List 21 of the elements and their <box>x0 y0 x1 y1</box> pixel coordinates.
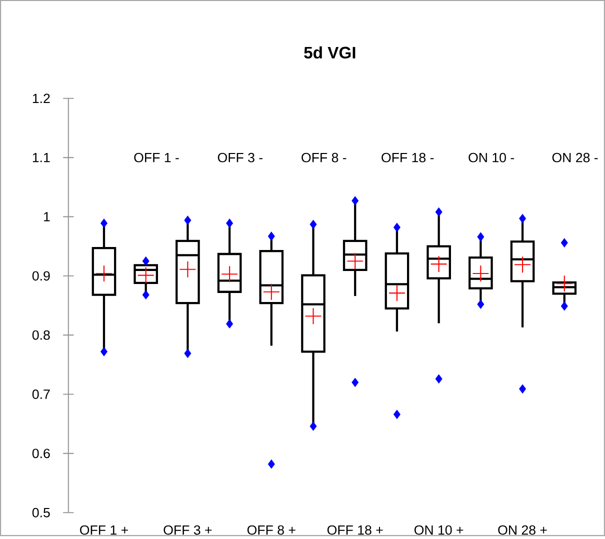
y-tick-label: 0.6 <box>32 448 50 458</box>
x-tick-label: ON 28 - <box>552 152 598 162</box>
y-tick-label: 0.7 <box>32 389 50 399</box>
x-tick-label: OFF 1 + <box>80 525 128 535</box>
x-tick-label: ON 10 - <box>468 152 514 162</box>
y-tick-label: 1.1 <box>32 152 50 162</box>
x-tick-label: OFF 8 - <box>302 152 346 162</box>
x-tick-label: OFF 8 + <box>247 525 296 535</box>
chart-title: 5d VGI <box>304 46 356 58</box>
x-tick-label: OFF 18 + <box>327 525 383 535</box>
x-tick-label: ON 28 + <box>498 525 547 535</box>
y-tick-label: 1.2 <box>32 94 50 103</box>
x-tick-label: OFF 3 - <box>218 152 263 162</box>
x-tick-label: OFF 1 - <box>134 152 179 162</box>
y-tick-label: 0.8 <box>32 330 50 340</box>
x-tick-label: ON 10 + <box>414 525 464 535</box>
x-tick-label: OFF 18 - <box>382 152 434 162</box>
y-tick-label: 0.9 <box>32 271 50 281</box>
y-tick-label: 0.5 <box>32 508 50 518</box>
y-tick-label: 1 <box>44 212 50 222</box>
x-tick-label: OFF 3 + <box>164 525 212 535</box>
